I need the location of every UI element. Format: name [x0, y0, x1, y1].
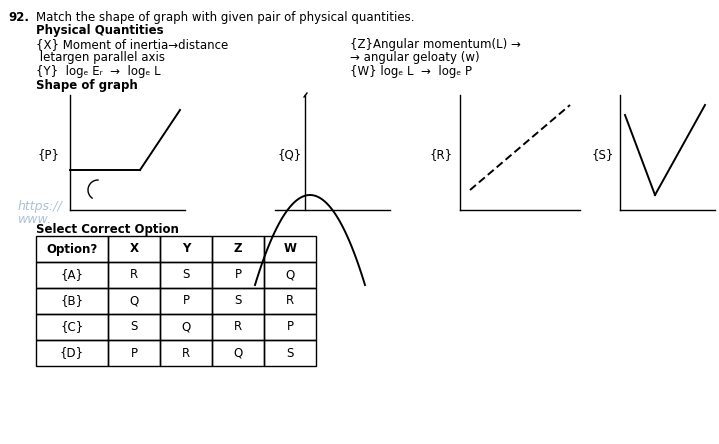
- Text: {Q}: {Q}: [278, 148, 302, 162]
- Text: Q: Q: [129, 294, 139, 308]
- Bar: [160, 288, 212, 314]
- Bar: [36, 314, 108, 340]
- Bar: [108, 288, 160, 314]
- Text: P: P: [131, 346, 137, 360]
- Text: 92.: 92.: [8, 11, 29, 24]
- Bar: [212, 262, 264, 288]
- Text: R: R: [234, 321, 242, 333]
- Text: {Z}Angular momentum(L) →: {Z}Angular momentum(L) →: [350, 38, 521, 51]
- Text: S: S: [286, 346, 293, 360]
- Bar: [264, 340, 316, 366]
- Text: X: X: [129, 242, 139, 255]
- Bar: [108, 262, 160, 288]
- Text: {C}: {C}: [60, 321, 83, 333]
- Text: Physical Quantities: Physical Quantities: [36, 24, 164, 37]
- Bar: [160, 236, 212, 262]
- Bar: [160, 262, 212, 288]
- Text: Q: Q: [181, 321, 191, 333]
- Bar: [264, 314, 316, 340]
- Text: W: W: [283, 242, 296, 255]
- Text: https://: https://: [18, 200, 63, 213]
- Text: {Y}  logₑ Eᵣ  →  logₑ L: {Y} logₑ Eᵣ → logₑ L: [36, 65, 160, 78]
- Text: www.: www.: [18, 213, 52, 226]
- Bar: [108, 236, 160, 262]
- Bar: [264, 262, 316, 288]
- Text: Q: Q: [285, 269, 295, 281]
- Text: {D}: {D}: [60, 346, 84, 360]
- Text: S: S: [130, 321, 137, 333]
- Bar: [264, 236, 316, 262]
- Bar: [212, 340, 264, 366]
- Text: Z: Z: [234, 242, 242, 255]
- Bar: [160, 314, 212, 340]
- Bar: [36, 236, 108, 262]
- Text: {A}: {A}: [60, 269, 83, 281]
- Text: R: R: [286, 294, 294, 308]
- Text: {X} Moment of inertia→distance: {X} Moment of inertia→distance: [36, 38, 228, 51]
- Bar: [212, 288, 264, 314]
- Bar: [108, 340, 160, 366]
- Text: letargen parallel axis: letargen parallel axis: [36, 51, 165, 64]
- Text: → angular geloaty (w): → angular geloaty (w): [350, 51, 480, 64]
- Text: P: P: [286, 321, 293, 333]
- Text: Shape of graph: Shape of graph: [36, 79, 138, 92]
- Bar: [264, 288, 316, 314]
- Text: {R}: {R}: [430, 148, 453, 162]
- Text: Q: Q: [234, 346, 242, 360]
- Text: S: S: [183, 269, 190, 281]
- Text: {B}: {B}: [60, 294, 83, 308]
- Bar: [160, 340, 212, 366]
- Text: Option?: Option?: [46, 242, 98, 255]
- Bar: [36, 288, 108, 314]
- Text: P: P: [234, 269, 242, 281]
- Bar: [212, 314, 264, 340]
- Text: {P}: {P}: [38, 148, 60, 162]
- Bar: [36, 340, 108, 366]
- Bar: [108, 314, 160, 340]
- Text: R: R: [182, 346, 190, 360]
- Bar: [36, 262, 108, 288]
- Text: Y: Y: [182, 242, 191, 255]
- Text: S: S: [234, 294, 242, 308]
- Text: R: R: [130, 269, 138, 281]
- Text: P: P: [183, 294, 190, 308]
- Text: {W} logₑ L  →  logₑ P: {W} logₑ L → logₑ P: [350, 65, 472, 78]
- Text: Match the shape of graph with given pair of physical quantities.: Match the shape of graph with given pair…: [36, 11, 414, 24]
- Bar: [212, 236, 264, 262]
- Text: Select Correct Option: Select Correct Option: [36, 223, 179, 236]
- Text: {S}: {S}: [592, 148, 614, 162]
